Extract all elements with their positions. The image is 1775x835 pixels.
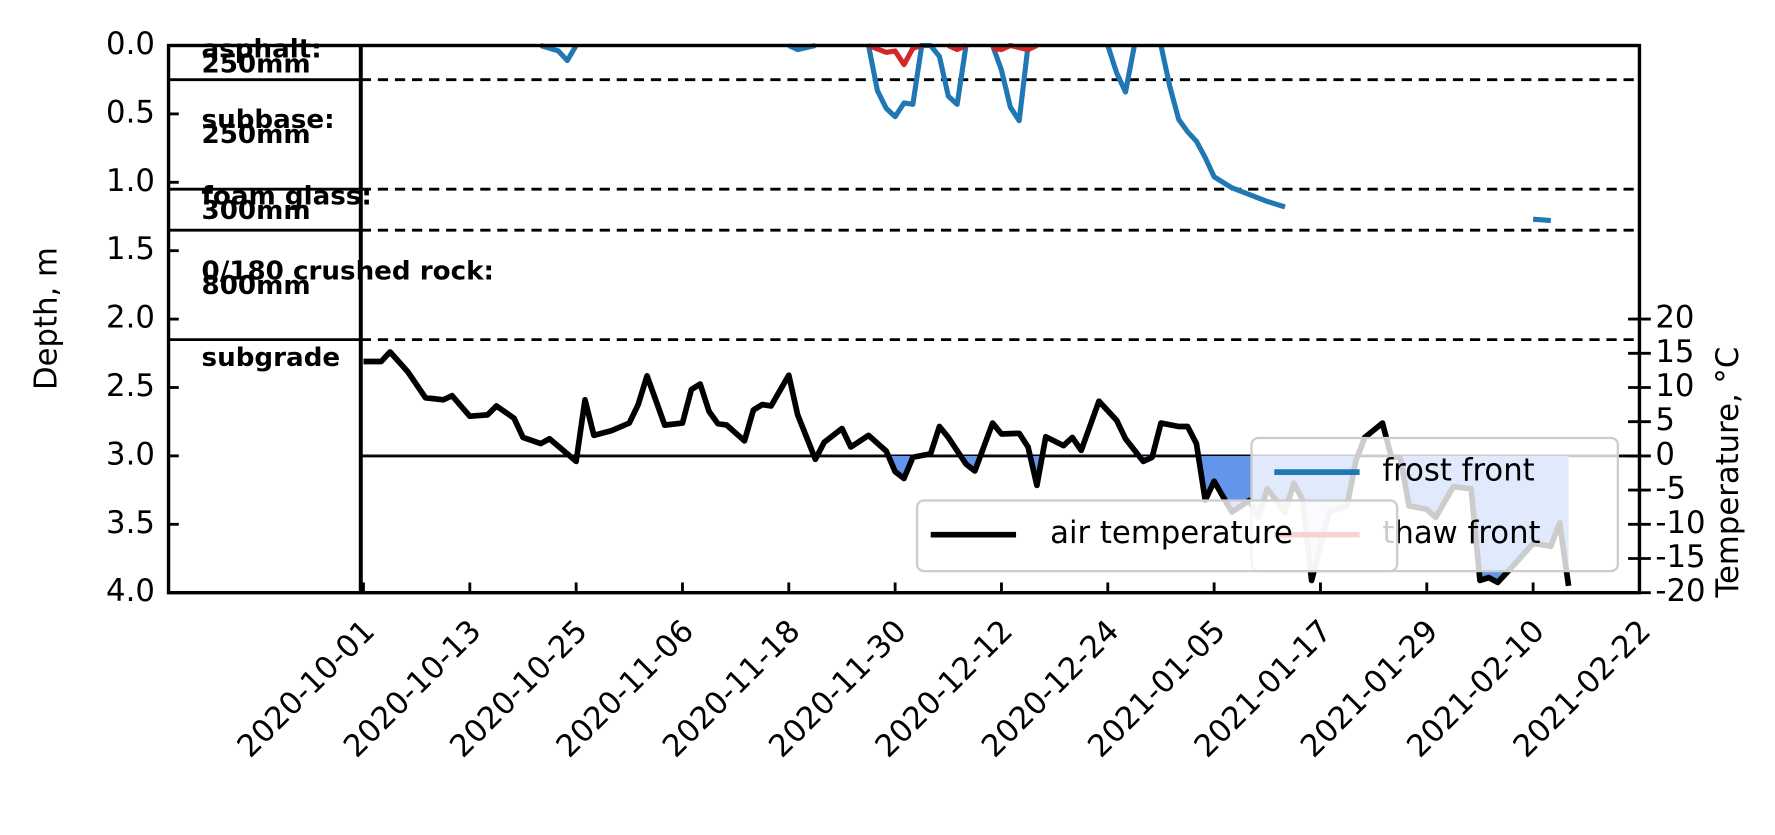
series-line — [1105, 44, 1137, 95]
y-tick-label: 3.0 — [106, 436, 155, 472]
series-line — [539, 43, 579, 64]
series-line — [1532, 216, 1552, 224]
legend-label: air temperature — [1050, 515, 1293, 551]
legend-label: thaw front — [1382, 515, 1540, 551]
y-tick-label: 3.5 — [106, 505, 155, 541]
y-tick-label: 2.5 — [106, 368, 155, 404]
legend-label: frost front — [1382, 453, 1534, 489]
y2-tick-label: -5 — [1655, 471, 1686, 507]
layer-name: 0/180 crushed rock: — [202, 256, 494, 286]
y-axis-label: Depth, m — [28, 247, 64, 390]
series-line — [866, 42, 969, 120]
y2-axis-label: Temperature, °C — [1710, 347, 1746, 599]
y-tick-label: 4.0 — [106, 573, 155, 609]
y2-tick-label: 15 — [1655, 334, 1694, 370]
series-line — [990, 44, 1031, 124]
y-tick-label: 1.0 — [106, 163, 155, 199]
y2-tick-label: 5 — [1655, 402, 1675, 438]
y2-tick-label: -20 — [1655, 573, 1705, 609]
y-tick-label: 1.5 — [106, 231, 155, 267]
y2-tick-label: 0 — [1655, 436, 1675, 472]
y2-tick-label: -15 — [1655, 539, 1705, 575]
layer-name: subbase: — [202, 105, 335, 135]
layer-thickness: 250mm — [202, 120, 311, 150]
y2-tick-label: -10 — [1655, 505, 1705, 541]
y-tick-label: 2.0 — [106, 300, 155, 336]
layer-thickness: 800mm — [202, 271, 311, 301]
layer-name: asphalt: — [202, 35, 322, 65]
legend-box — [915, 499, 1399, 573]
layer-thickness: 300mm — [202, 196, 311, 226]
y2-tick-label: 10 — [1655, 368, 1694, 404]
y-tick-label: 0.0 — [106, 26, 155, 62]
series-line — [1158, 44, 1286, 210]
layer-name: foam glass: — [202, 181, 372, 211]
y-tick-label: 0.5 — [106, 94, 155, 130]
y2-tick-label: 20 — [1655, 300, 1694, 336]
layer-thickness: 250mm — [202, 49, 311, 79]
layer-name: subgrade — [202, 343, 341, 373]
series-line — [867, 43, 923, 68]
